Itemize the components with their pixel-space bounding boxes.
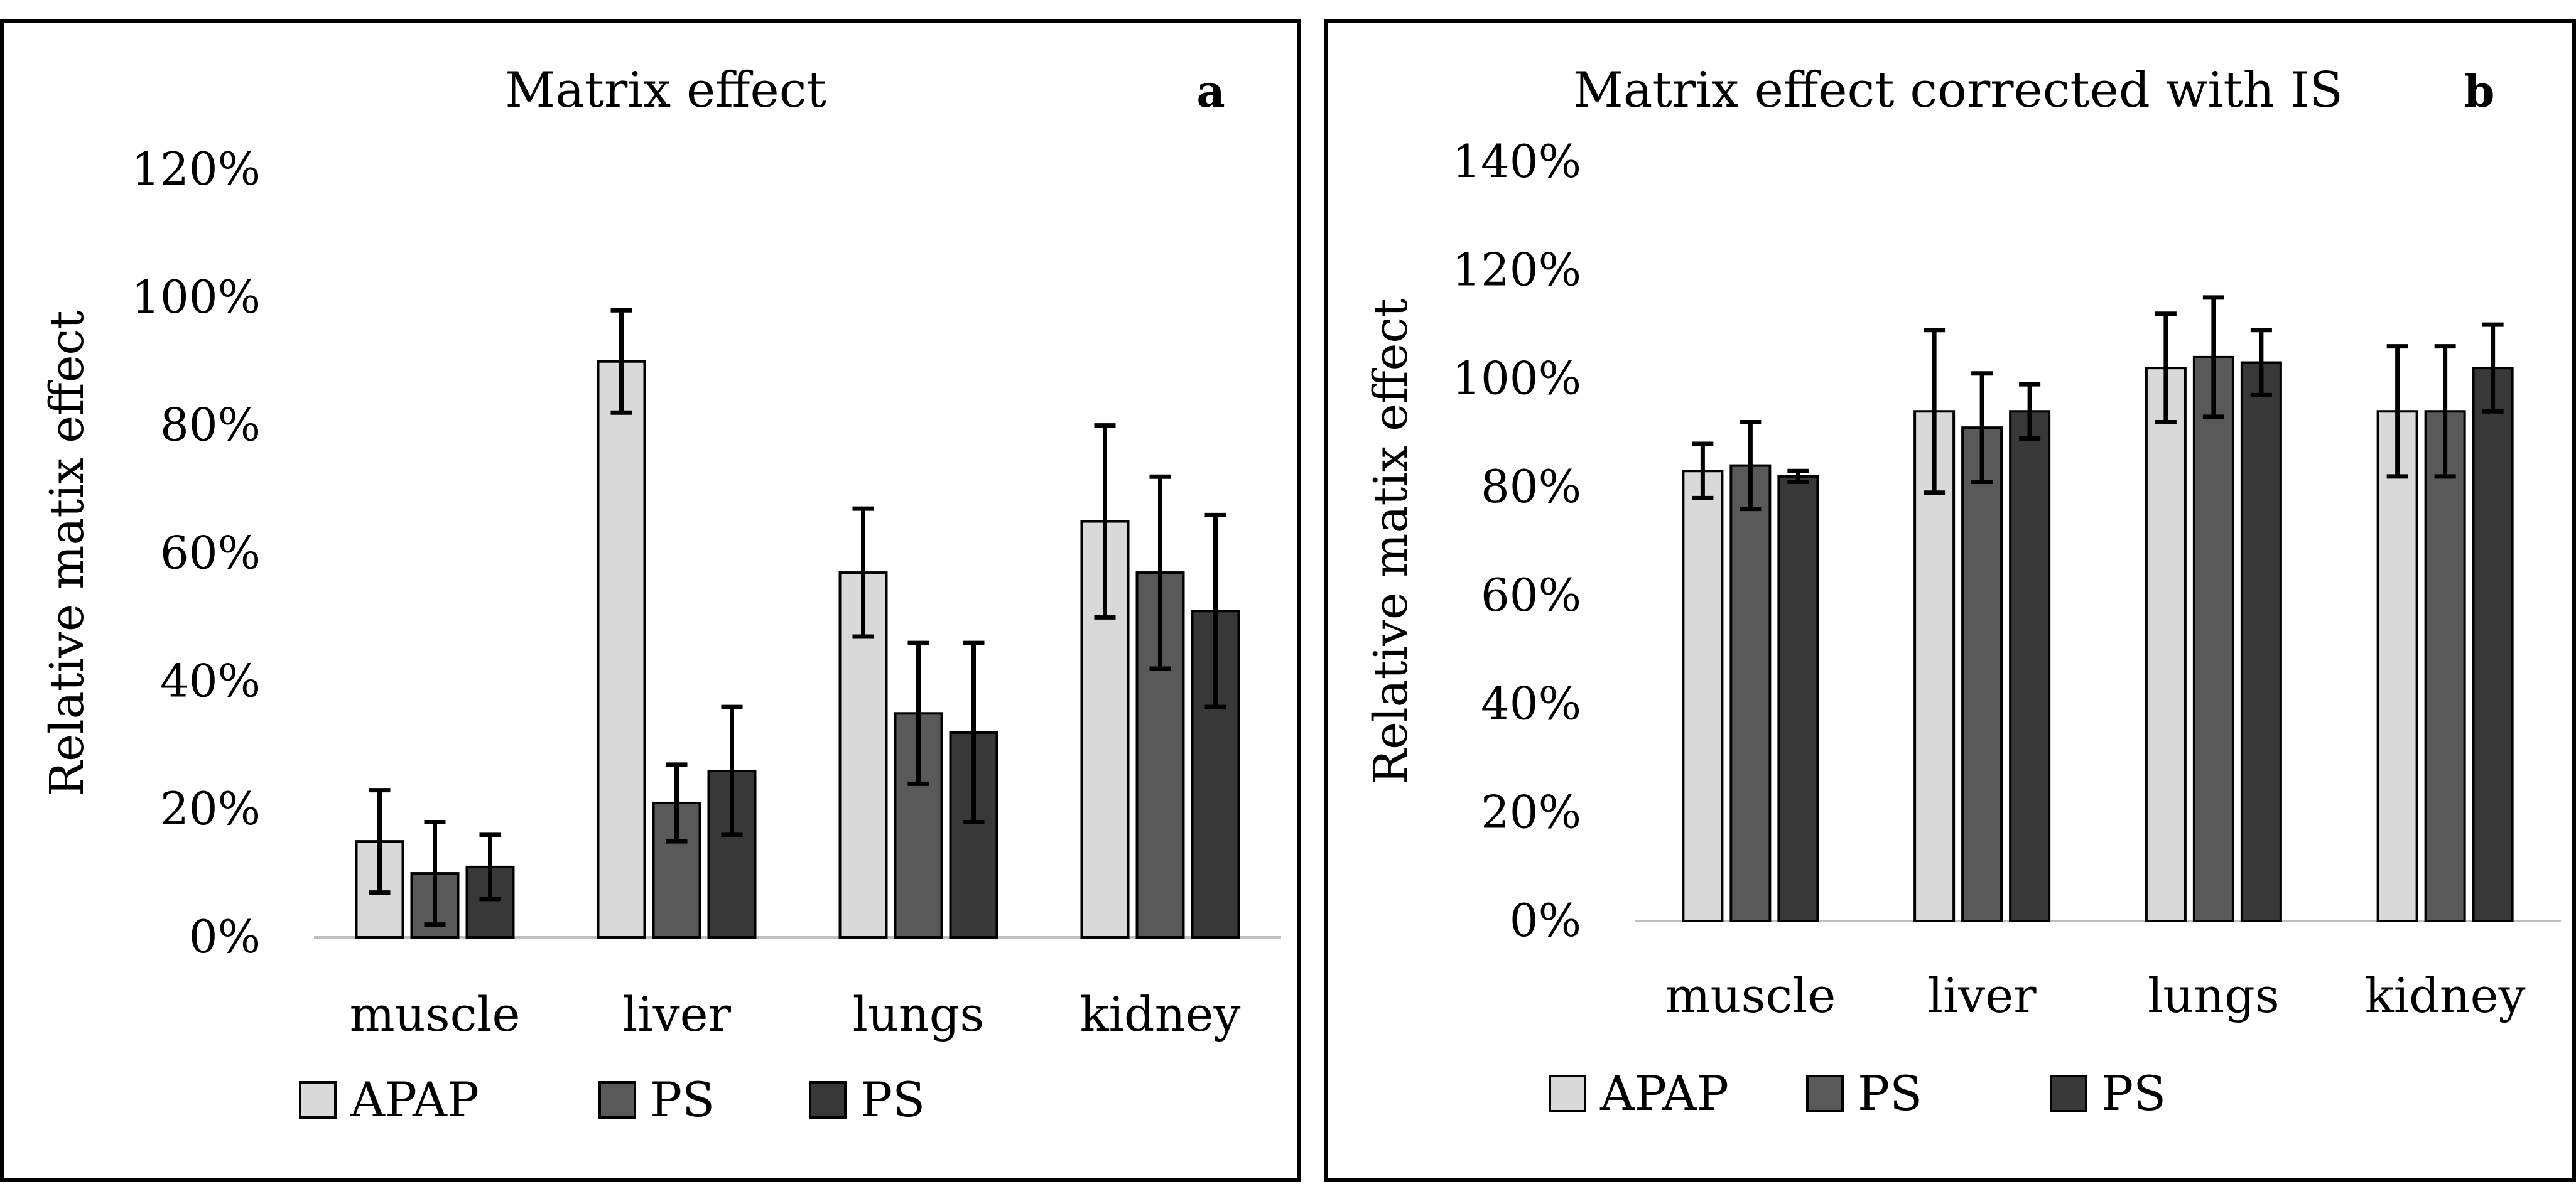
legend-item: PS: [809, 1072, 925, 1128]
error-bar: [1924, 328, 1946, 495]
panel-label: b: [2464, 65, 2495, 117]
error-bar: [610, 308, 632, 415]
y-tick-label: 40%: [1481, 677, 1581, 730]
error-bar: [907, 640, 929, 786]
error-bar: [1740, 420, 1762, 512]
error-bar: [2155, 311, 2177, 425]
legend-item: PS: [598, 1072, 715, 1128]
panel-label: a: [1196, 65, 1225, 117]
chart-panel-b: Matrix effect corrected with IS b Relative…: [1324, 19, 2576, 1182]
bar-ps-liver: [707, 770, 757, 939]
y-tick-label: 0%: [1510, 894, 1581, 947]
x-tick-label: kidney: [2365, 967, 2526, 1023]
y-tick-label: 140%: [1452, 135, 1581, 188]
error-bar: [1692, 441, 1714, 500]
chart-frame: [0, 19, 1301, 1182]
legend-swatch: [1549, 1075, 1586, 1112]
y-tick-label: 40%: [160, 654, 261, 707]
y-tick-label: 120%: [131, 143, 261, 195]
legend-item: PS: [1806, 1065, 1922, 1121]
bar-ps-lungs: [2192, 355, 2234, 922]
x-tick-label: liver: [1928, 967, 2037, 1023]
legend-item: APAP: [1549, 1065, 1729, 1121]
error-bar: [1787, 468, 1809, 485]
chart-frame: [1324, 19, 2576, 1182]
legend-swatch: [809, 1081, 847, 1119]
legend-label: PS: [2101, 1065, 2166, 1121]
error-bar: [721, 704, 743, 837]
y-tick-label: 120%: [1452, 244, 1581, 296]
bar-ps-liver: [1961, 426, 2003, 922]
error-bar: [852, 506, 874, 639]
legend-item: APAP: [299, 1072, 479, 1128]
legend-swatch: [598, 1081, 636, 1119]
bar-ps-muscle: [1777, 475, 1819, 922]
legend-label: APAP: [350, 1072, 479, 1128]
bar-ps-muscle: [1729, 464, 1772, 922]
legend-swatch: [2050, 1075, 2087, 1112]
x-tick-label: lungs: [2148, 967, 2280, 1023]
error-bar: [2482, 322, 2504, 414]
x-tick-label: lungs: [853, 986, 985, 1042]
legend-item: PS: [2050, 1065, 2166, 1121]
bar-apap-lungs: [2145, 367, 2187, 922]
chart-b-svg: Matrix effect corrected with IS b Relative…: [1324, 19, 2576, 1182]
error-bar: [1149, 474, 1171, 671]
x-tick-label: muscle: [1665, 967, 1836, 1023]
error-bar: [666, 762, 688, 844]
y-tick-label: 80%: [160, 399, 261, 451]
bar-apap-liver: [597, 360, 646, 939]
bar-ps-kidney: [2472, 367, 2514, 922]
x-tick-label: kidney: [1080, 986, 1241, 1042]
legend-swatch: [1806, 1075, 1844, 1112]
chart-title: Matrix effect corrected with IS: [1573, 62, 2343, 119]
chart-a-svg: Matrix effect a Relative matix effect 0% 20%…: [0, 19, 1301, 1182]
y-tick-label: 20%: [160, 782, 261, 835]
chart-panel-a: Matrix effect a Relative matix effect 0% 20%…: [0, 19, 1301, 1182]
error-bar: [963, 640, 985, 825]
bar-apap-muscle: [1682, 470, 1724, 922]
error-bar: [369, 788, 391, 895]
y-tick-label: 100%: [131, 271, 261, 323]
legend-label: PS: [1858, 1065, 1922, 1121]
error-bar: [479, 832, 501, 902]
error-bar: [2434, 344, 2456, 479]
error-bar: [2250, 328, 2272, 397]
error-bar: [1204, 512, 1226, 709]
chart-title: Matrix effect: [505, 62, 826, 119]
legend-swatch: [299, 1081, 337, 1119]
error-bar: [424, 820, 446, 927]
error-bar: [2202, 295, 2224, 419]
x-tick-label: muscle: [350, 986, 521, 1042]
y-tick-label: 20%: [1481, 785, 1581, 838]
legend-label: APAP: [1599, 1065, 1729, 1121]
bar-ps-kidney: [2424, 410, 2466, 922]
y-tick-label: 100%: [1452, 352, 1581, 404]
y-tick-label: 0%: [189, 910, 261, 963]
y-tick-label: 60%: [160, 527, 261, 579]
error-bar: [1094, 423, 1116, 620]
bar-ps-lungs: [949, 731, 998, 939]
bar-apap-kidney: [2376, 410, 2418, 922]
legend-label: PS: [650, 1072, 715, 1128]
y-tick-label: 80%: [1481, 460, 1581, 513]
x-tick-label: liver: [622, 986, 732, 1042]
y-tick-label: 60%: [1481, 569, 1581, 622]
bar-apap-liver: [1913, 410, 1956, 922]
error-bar: [2386, 344, 2408, 479]
error-bar: [2019, 382, 2041, 441]
error-bar: [1971, 371, 1993, 485]
y-axis-label: Relative matix effect: [40, 310, 94, 796]
bar-ps-liver: [2009, 410, 2051, 922]
bar-ps-lungs: [2240, 361, 2282, 922]
y-axis-label: Relative matix effect: [1364, 298, 1418, 784]
legend-label: PS: [860, 1072, 925, 1128]
